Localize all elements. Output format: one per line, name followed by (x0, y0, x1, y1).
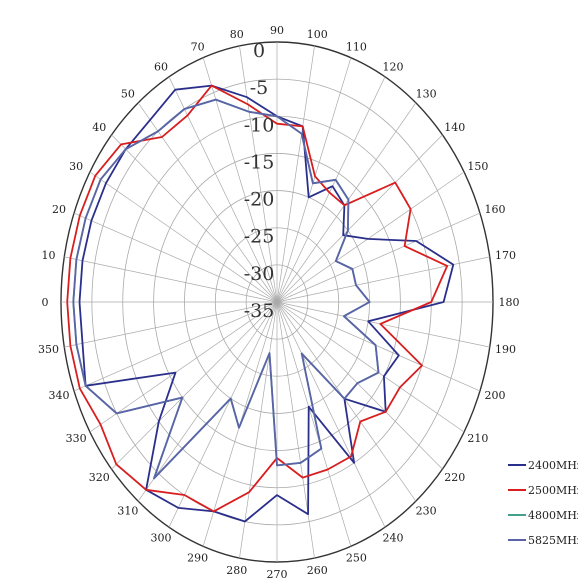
angle-tick-label: 120 (383, 60, 404, 73)
angle-tick-label: 260 (307, 564, 328, 577)
angle-tick-label: 50 (121, 88, 135, 101)
angle-tick-label: 150 (467, 160, 488, 173)
angle-tick-label: 350 (38, 343, 59, 356)
series-group (66, 84, 455, 523)
polar-grid (60, 41, 494, 563)
grid-spoke (168, 76, 278, 303)
grid-spoke (276, 301, 490, 348)
radial-tick-label: -25 (244, 226, 275, 248)
legend-label: 4800MHz (528, 509, 578, 522)
grid-spoke (202, 57, 278, 303)
grid-spoke (276, 212, 481, 303)
angle-tick-label: 20 (52, 203, 66, 216)
angle-tick-label: 240 (383, 532, 404, 545)
series-line-5825mhz (72, 98, 380, 480)
angle-tick-label: 170 (495, 249, 516, 262)
angle-tick-label: 140 (444, 121, 465, 134)
grid-spoke (276, 256, 490, 303)
angle-tick-label: 330 (66, 432, 87, 445)
radial-tick-label: -15 (244, 151, 275, 173)
grid-spoke (89, 171, 278, 303)
series-line-2500mhz (66, 84, 449, 513)
grid-spoke (73, 301, 278, 392)
angle-tick-label: 100 (307, 28, 328, 41)
legend-label: 2400MHz (528, 459, 578, 472)
grid-spoke (89, 301, 278, 433)
angle-tick-label: 30 (69, 160, 83, 173)
angle-tick-label: 230 (416, 504, 437, 517)
radial-tick-label: -20 (244, 189, 275, 211)
grid-spoke (111, 301, 278, 470)
radial-tick-label: -35 (244, 300, 275, 322)
grid-spoke (276, 76, 386, 303)
angle-tick-label: 200 (485, 389, 506, 402)
grid-spoke (276, 45, 315, 303)
grid-spoke (276, 171, 465, 303)
radial-tick-label: -30 (244, 263, 275, 285)
grid-spoke (64, 301, 278, 348)
angle-tick-label: 80 (230, 28, 244, 41)
angle-tick-label: 340 (48, 389, 69, 402)
legend-label: 2500MHz (528, 484, 578, 497)
angle-tick-label: 70 (191, 40, 205, 53)
angle-tick-label: 0 (42, 296, 49, 309)
ring-labels: 0 -5 -10 -15 -20 -25 -30 -35 (244, 40, 275, 322)
angle-tick-label: 220 (444, 471, 465, 484)
grid-spoke (276, 102, 417, 303)
grid-spoke (239, 45, 278, 303)
grid-spoke (111, 134, 278, 303)
angle-tick-label: 130 (416, 88, 437, 101)
angle-tick-label: 40 (92, 121, 106, 134)
angle-tick-label: 210 (467, 432, 488, 445)
radial-tick-label: -5 (250, 77, 269, 99)
angle-tick-label: 290 (187, 552, 208, 565)
angle-labels: 0 10 20 30 40 50 60 70 80 90 100 110 120 130 140 150 160… (38, 24, 519, 581)
legend: 2400MHz 2500MHz 4800MHz 5825MHz (508, 459, 578, 547)
grid-spoke (64, 256, 278, 303)
angle-tick-label: 300 (151, 532, 172, 545)
angle-tick-label: 280 (226, 564, 247, 577)
grid-spoke (168, 301, 278, 528)
radial-tick-label: -10 (244, 114, 275, 136)
grid-spoke (239, 301, 278, 559)
grid-spoke (73, 212, 278, 303)
angle-tick-label: 320 (89, 471, 110, 484)
grid-spoke (276, 301, 315, 559)
grid-spoke (137, 301, 278, 502)
grid-spoke (276, 57, 352, 303)
angle-tick-label: 90 (270, 24, 284, 37)
angle-tick-label: 190 (495, 343, 516, 356)
grid-spoke (276, 301, 481, 392)
grid-spoke (276, 301, 417, 502)
grid-spoke (276, 301, 386, 528)
angle-tick-label: 60 (154, 60, 168, 73)
angle-tick-label: 310 (117, 504, 138, 517)
radial-tick-label: 0 (253, 40, 265, 62)
angle-tick-label: 160 (485, 203, 506, 216)
legend-label: 5825MHz (528, 534, 578, 547)
angle-tick-label: 180 (499, 296, 520, 309)
grid-spoke (276, 301, 352, 547)
grid-spoke (276, 301, 443, 470)
angle-tick-label: 250 (346, 552, 367, 565)
angle-tick-label: 270 (267, 568, 288, 581)
grid-spoke (137, 102, 278, 303)
angle-tick-label: 110 (346, 40, 367, 53)
angle-tick-label: 10 (42, 249, 56, 262)
grid-spoke (276, 134, 443, 303)
series-line-2400mhz (78, 84, 455, 523)
grid-spoke (276, 301, 465, 433)
